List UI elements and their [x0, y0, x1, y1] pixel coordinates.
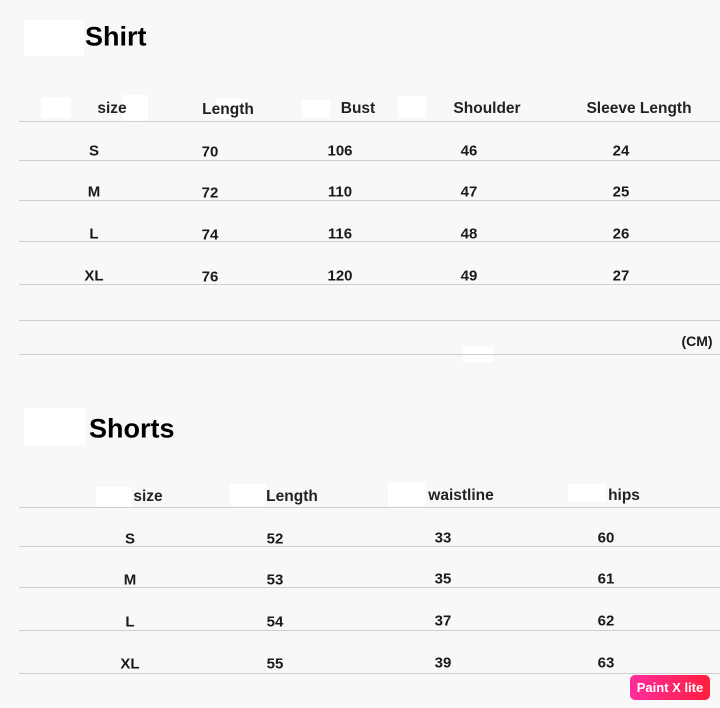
divider — [19, 241, 720, 242]
unit-label: (CM) — [681, 333, 713, 349]
header-length: Length — [266, 488, 318, 505]
cell-waistline: 35 — [434, 570, 452, 588]
header-shoulder: Shoulder — [453, 100, 521, 117]
cell-bust: 106 — [327, 142, 353, 160]
cell-size: M — [123, 571, 137, 589]
cell-shoulder: 46 — [460, 142, 478, 160]
header-sleeve-length: Sleeve Length — [586, 100, 692, 117]
cell-bust: 110 — [327, 183, 353, 201]
cell-shoulder: 48 — [460, 225, 478, 243]
header-length: Length — [202, 101, 254, 118]
cell-size: L — [89, 225, 99, 243]
divider — [19, 507, 720, 508]
divider — [19, 160, 720, 161]
cell-size: XL — [84, 267, 104, 285]
watermark-badge: Paint X lite — [630, 675, 710, 700]
cell-hips: 63 — [597, 654, 615, 672]
cell-length: 72 — [201, 184, 219, 202]
divider — [19, 587, 720, 588]
header-size: size — [133, 488, 163, 505]
cell-hips: 62 — [597, 612, 615, 630]
cell-sleeve-length: 26 — [612, 225, 630, 243]
cell-sleeve-length: 24 — [612, 142, 630, 160]
divider — [19, 284, 720, 285]
cell-length: 70 — [201, 143, 219, 161]
cell-waistline: 33 — [434, 529, 452, 547]
cell-shoulder: 47 — [460, 183, 478, 201]
divider — [19, 546, 720, 547]
divider — [19, 200, 720, 201]
cell-waistline: 37 — [434, 612, 452, 630]
divider — [19, 320, 720, 321]
cell-shoulder: 49 — [460, 267, 478, 285]
shirt-title: Shirt — [85, 21, 147, 52]
cell-length: 52 — [266, 530, 284, 548]
divider — [19, 121, 720, 122]
shorts-title: Shorts — [89, 413, 175, 444]
divider — [19, 673, 720, 674]
cell-waistline: 39 — [434, 654, 452, 672]
cell-size: S — [88, 142, 100, 160]
divider — [19, 630, 720, 631]
cell-size: M — [87, 183, 101, 201]
cell-length: 55 — [266, 655, 284, 673]
cell-sleeve-length: 25 — [612, 183, 630, 201]
cell-size: S — [124, 530, 136, 548]
header-hips: hips — [608, 487, 640, 504]
cell-size: XL — [120, 655, 140, 673]
cell-sleeve-length: 27 — [612, 267, 630, 285]
cell-length: 53 — [266, 571, 284, 589]
cell-hips: 61 — [597, 570, 615, 588]
header-bust: Bust — [340, 100, 376, 117]
header-size: size — [97, 100, 127, 117]
cell-hips: 60 — [597, 529, 615, 547]
cell-bust: 116 — [327, 225, 353, 243]
divider — [19, 354, 720, 355]
cell-size: L — [125, 613, 135, 631]
cell-length: 54 — [266, 613, 284, 631]
cell-length: 76 — [201, 268, 219, 286]
cell-length: 74 — [201, 226, 219, 244]
cell-bust: 120 — [327, 267, 353, 285]
header-waistline: waistline — [428, 487, 494, 504]
